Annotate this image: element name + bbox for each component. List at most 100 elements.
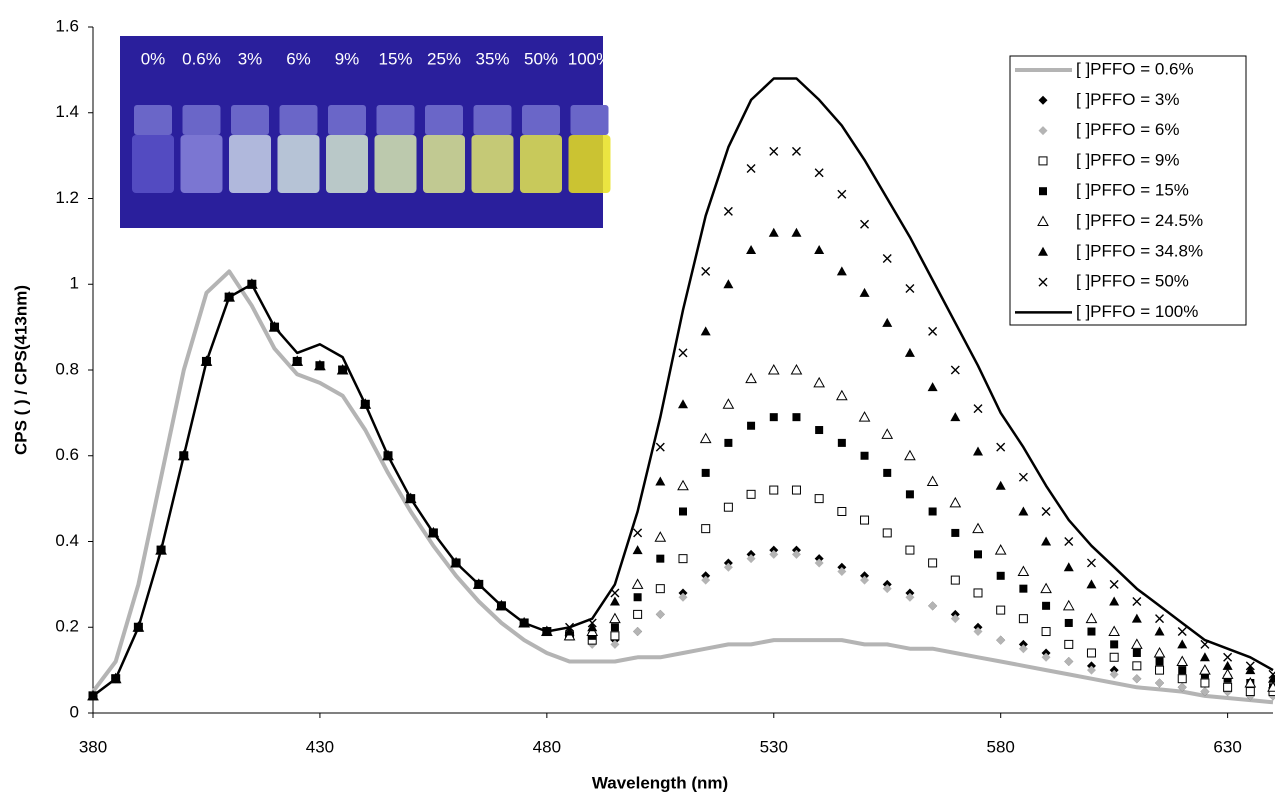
marker xyxy=(1268,673,1275,683)
marker xyxy=(973,627,983,637)
marker xyxy=(950,365,960,375)
marker xyxy=(905,284,915,294)
legend-box xyxy=(1009,55,1247,326)
marker xyxy=(996,635,1006,645)
marker xyxy=(860,451,869,460)
marker xyxy=(973,404,983,414)
marker xyxy=(746,244,757,254)
marker xyxy=(904,449,916,461)
marker xyxy=(655,476,666,486)
marker xyxy=(338,365,348,375)
x-tick-label: 580 xyxy=(987,737,1015,756)
marker xyxy=(1199,652,1210,662)
marker xyxy=(814,168,824,178)
marker xyxy=(769,549,779,559)
y-tick-label: 1.4 xyxy=(55,102,79,121)
vial-cap xyxy=(570,105,609,135)
marker xyxy=(791,227,802,237)
series-line xyxy=(92,77,1274,697)
marker xyxy=(1042,601,1051,610)
marker xyxy=(859,287,870,297)
marker xyxy=(950,412,961,422)
marker xyxy=(1041,652,1051,662)
marker xyxy=(837,567,847,577)
marker xyxy=(609,596,620,606)
marker xyxy=(1064,537,1074,546)
marker xyxy=(1177,682,1187,692)
marker xyxy=(654,531,667,542)
marker xyxy=(1109,596,1120,606)
inset-label: 9% xyxy=(335,49,360,68)
y-tick-label: 1.2 xyxy=(55,188,79,207)
marker xyxy=(679,507,687,516)
marker xyxy=(1223,652,1233,662)
marker xyxy=(972,522,984,534)
vial xyxy=(132,135,174,193)
marker xyxy=(1268,669,1275,679)
marker xyxy=(1177,627,1187,637)
marker xyxy=(701,468,710,477)
marker xyxy=(1223,682,1233,692)
marker xyxy=(904,347,915,357)
marker xyxy=(1132,648,1141,657)
legend-label: [ ]PFFO = 24.5% xyxy=(1076,211,1203,230)
marker xyxy=(678,399,688,409)
marker xyxy=(858,411,871,422)
marker xyxy=(1041,627,1051,637)
marker xyxy=(633,528,643,538)
marker xyxy=(882,584,892,594)
marker xyxy=(1064,639,1074,649)
marker xyxy=(1132,597,1142,607)
marker xyxy=(746,554,756,564)
vial-cap xyxy=(134,105,172,135)
vial xyxy=(568,135,611,193)
vial-cap xyxy=(425,105,463,135)
marker xyxy=(928,507,937,516)
marker xyxy=(1155,657,1164,666)
marker xyxy=(1177,639,1188,649)
marker xyxy=(837,189,847,199)
marker xyxy=(587,622,598,632)
marker xyxy=(1222,660,1233,670)
marker xyxy=(1109,652,1119,662)
marker xyxy=(792,413,801,422)
legend-symbol xyxy=(1038,246,1048,256)
marker xyxy=(1108,625,1120,637)
y-tick-label: 0.8 xyxy=(55,359,79,378)
marker xyxy=(1132,661,1142,671)
series-line xyxy=(91,269,1274,705)
legend-symbol xyxy=(1039,187,1047,196)
marker xyxy=(860,219,870,229)
marker xyxy=(1109,669,1119,679)
marker xyxy=(723,502,733,512)
legend-symbol xyxy=(1038,156,1048,166)
legend-symbol xyxy=(1038,126,1048,136)
marker xyxy=(950,575,960,585)
inset-label: 0% xyxy=(141,49,166,68)
marker xyxy=(1245,665,1256,675)
marker xyxy=(1267,681,1275,692)
marker xyxy=(1155,678,1165,688)
marker xyxy=(746,489,756,499)
marker xyxy=(610,631,620,641)
marker xyxy=(724,438,733,447)
marker xyxy=(1154,626,1165,636)
marker xyxy=(1131,613,1142,623)
marker xyxy=(928,326,938,336)
marker xyxy=(1245,687,1255,697)
x-tick-label: 380 xyxy=(79,737,107,756)
marker xyxy=(678,592,688,602)
marker xyxy=(950,614,960,624)
marker xyxy=(927,382,938,392)
marker xyxy=(1200,678,1210,688)
marker xyxy=(836,266,847,276)
inset-label: 6% xyxy=(286,49,311,68)
vial xyxy=(277,135,320,193)
marker xyxy=(882,254,892,264)
marker xyxy=(1153,646,1166,658)
marker xyxy=(951,528,960,537)
marker xyxy=(926,475,939,486)
legend-label: [ ]PFFO = 50% xyxy=(1076,272,1189,291)
